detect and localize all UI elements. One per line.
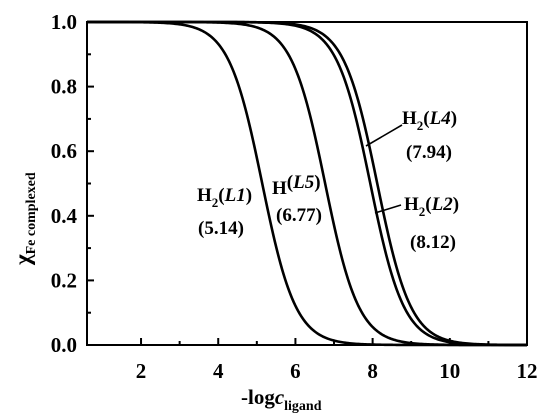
annotation-l2-prefix: H: [404, 194, 419, 215]
x-tick-label: 2: [136, 359, 147, 383]
annotation-l1-prefix: H: [197, 185, 212, 206]
x-tick-label: 6: [290, 359, 301, 383]
annotation-l5-ligand: L5: [292, 172, 315, 193]
annotation-l2: H2(L2): [404, 194, 459, 219]
x-tick-label: 10: [439, 359, 460, 383]
annotation-l4: H2(L4): [402, 108, 457, 133]
annotation-l2-sub: 2: [419, 204, 426, 219]
annotation-l2-ligand: L2: [431, 194, 454, 215]
y-tick-label: 0.4: [51, 204, 78, 228]
annotation-l1-ligand: L1: [224, 185, 246, 206]
y-axis-ticks: 0.0 0.2 0.4 0.6 0.8 1.0: [51, 10, 94, 357]
x-axis-title: -logcligand: [241, 385, 322, 414]
annotation-arrow-l2: [374, 204, 402, 214]
annotation-l4-prefix: H: [402, 108, 417, 129]
annotation-l4-sub: 2: [417, 118, 424, 133]
x-axis-title-var: c: [275, 385, 285, 409]
annotation-arrow-l4: [365, 124, 403, 147]
y-tick-label: 0.2: [51, 268, 77, 292]
y-tick-label: 1.0: [51, 10, 77, 34]
x-tick-label: 4: [213, 359, 224, 383]
annotation-l2-value: (8.12): [410, 232, 456, 253]
annotation-l1-sub: 2: [212, 195, 219, 210]
annotation-l5: H(L5): [272, 172, 321, 199]
annotation-l4-ligand: L4: [429, 108, 451, 129]
annotation-l5-prefix: H: [272, 178, 287, 199]
y-axis-title: χFe complexed: [10, 172, 39, 266]
x-axis-title-prefix: -log: [241, 385, 275, 409]
x-tick-label: 8: [367, 359, 378, 383]
x-tick-label: 12: [517, 359, 538, 383]
y-axis-title-symbol: χ: [10, 254, 35, 266]
y-tick-label: 0.6: [51, 139, 77, 163]
annotation-l4-value: (7.94): [406, 142, 452, 163]
x-axis-title-sub: ligand: [284, 399, 322, 414]
y-tick-label: 0.8: [51, 75, 77, 99]
y-axis-title-sub: Fe complexed: [24, 172, 39, 254]
annotation-l1-value: (5.14): [198, 218, 244, 239]
annotation-l5-value: (6.77): [276, 205, 322, 226]
annotation-l1: H2(L1): [197, 185, 252, 210]
y-tick-label: 0.0: [51, 333, 77, 357]
series-curve-4: [87, 20, 528, 347]
series-curves: [87, 20, 528, 347]
